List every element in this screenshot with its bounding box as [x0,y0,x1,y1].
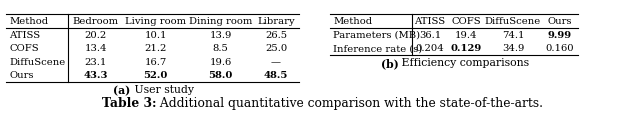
Text: 0.160: 0.160 [546,44,574,53]
Text: 9.99: 9.99 [548,30,572,39]
Text: COFS: COFS [451,17,481,26]
Text: Parameters (MB): Parameters (MB) [333,30,420,39]
Text: 74.1: 74.1 [502,30,524,39]
Text: 10.1: 10.1 [144,30,167,39]
Text: DiffuScene: DiffuScene [485,17,541,26]
Text: COFS: COFS [9,44,38,53]
Text: 34.9: 34.9 [502,44,524,53]
Text: 48.5: 48.5 [264,71,288,80]
Text: 26.5: 26.5 [265,30,287,39]
Text: 0.204: 0.204 [415,44,444,53]
Text: 19.6: 19.6 [209,57,232,66]
Text: 13.4: 13.4 [84,44,107,53]
Text: Ours: Ours [548,17,572,26]
Text: 25.0: 25.0 [265,44,287,53]
Text: 23.1: 23.1 [84,57,107,66]
Text: Bedroom: Bedroom [72,17,118,26]
Text: ATISS: ATISS [415,17,445,26]
Text: 58.0: 58.0 [208,71,233,80]
Text: User study: User study [131,85,194,95]
Text: (a): (a) [113,85,131,96]
Text: 52.0: 52.0 [143,71,168,80]
Text: Inference rate (s): Inference rate (s) [333,44,422,53]
Text: Method: Method [9,17,48,26]
Text: Additional quantitative comparison with the state-of-the-arts.: Additional quantitative comparison with … [156,97,543,110]
Text: Library: Library [257,17,295,26]
Text: Dining room: Dining room [189,17,252,26]
Text: 20.2: 20.2 [84,30,107,39]
Text: ATISS: ATISS [9,30,40,39]
Text: 36.1: 36.1 [419,30,441,39]
Text: 21.2: 21.2 [144,44,166,53]
Text: 16.7: 16.7 [145,57,166,66]
Text: —: — [271,57,281,66]
Text: 8.5: 8.5 [212,44,228,53]
Text: 19.4: 19.4 [455,30,477,39]
Text: 0.129: 0.129 [451,44,482,53]
Text: Living room: Living room [125,17,186,26]
Text: Efficiency comparisons: Efficiency comparisons [398,58,529,68]
Text: 43.3: 43.3 [83,71,108,80]
Text: Method: Method [333,17,372,26]
Text: 13.9: 13.9 [209,30,232,39]
Text: (b): (b) [381,58,398,69]
Text: DiffuScene: DiffuScene [9,57,65,66]
Text: Table 3:: Table 3: [102,97,156,110]
Text: Ours: Ours [9,71,33,80]
